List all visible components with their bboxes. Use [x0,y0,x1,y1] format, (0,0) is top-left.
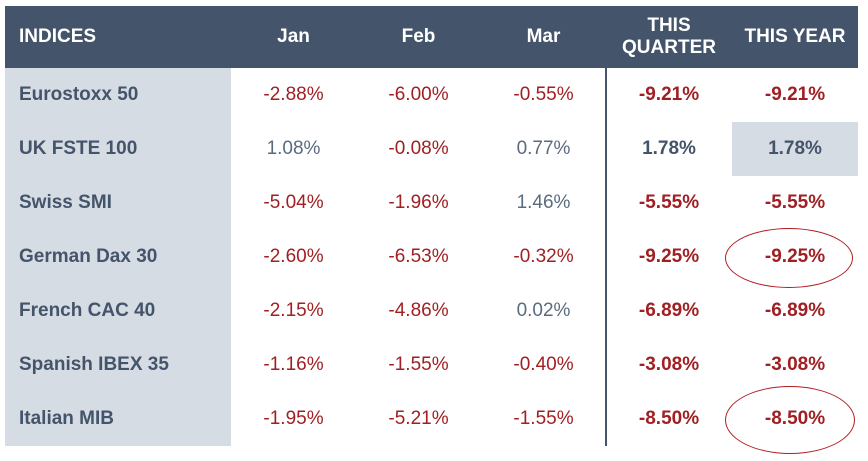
cell-year-highlighted: 1.78% [732,122,858,176]
cell-quarter: -5.55% [638,192,700,213]
table-row: Eurostoxx 50 -2.88% -6.00% -0.55% -9.21%… [5,68,858,122]
cell-mar: -1.55% [513,408,574,429]
index-name: Swiss SMI [5,176,231,230]
cell-quarter: 1.78% [642,138,696,159]
cell-mar: 1.46% [516,192,571,213]
cell-mar: 0.02% [516,300,571,321]
cell-jan: -2.15% [263,300,324,321]
index-name: Spanish IBEX 35 [5,338,231,392]
cell-jan: -1.16% [263,354,324,375]
cell-jan: -2.88% [263,84,324,105]
table-row: French CAC 40 -2.15% -4.86% 0.02% -6.89%… [5,284,858,338]
cell-quarter: -8.50% [638,408,700,429]
cell-mar: 0.77% [516,138,571,159]
cell-feb: -6.53% [388,246,449,267]
index-name: Italian MIB [5,392,231,446]
table-row: Swiss SMI -5.04% -1.96% 1.46% -5.55% -5.… [5,176,858,230]
cell-jan: 1.08% [266,138,321,159]
header-this-year: THIS YEAR [744,26,846,47]
cell-quarter: -9.25% [638,246,700,267]
cell-feb: -0.08% [388,138,449,159]
header-feb: Feb [401,26,436,47]
cell-mar: -0.55% [513,84,574,105]
cell-year: -3.08% [764,354,826,375]
header-mar: Mar [526,26,561,47]
cell-jan: -1.95% [263,408,324,429]
cell-mar: -0.32% [513,246,574,267]
cell-feb: -5.21% [388,408,449,429]
cell-feb: -1.96% [388,192,449,213]
cell-mar: -0.40% [513,354,574,375]
highlight-circle-mib [725,386,855,454]
cell-feb: -4.86% [388,300,449,321]
table-header: INDICES Jan Feb Mar THIS QUARTER THIS YE… [5,6,858,68]
index-name: UK FSTE 100 [5,122,231,176]
cell-year: -6.89% [764,300,826,321]
quarter-divider [605,68,607,446]
index-name: German Dax 30 [5,230,231,284]
cell-year: -5.55% [764,192,826,213]
index-name: French CAC 40 [5,284,231,338]
header-this-quarter: THIS QUARTER [622,15,716,58]
table-row: UK FSTE 100 1.08% -0.08% 0.77% 1.78% 1.7… [5,122,858,176]
cell-quarter: -9.21% [638,84,700,105]
cell-jan: -5.04% [263,192,324,213]
cell-feb: -6.00% [388,84,449,105]
cell-jan: -2.60% [263,246,324,267]
highlight-circle-dax [725,228,853,288]
table-row: Spanish IBEX 35 -1.16% -1.55% -0.40% -3.… [5,338,858,392]
cell-feb: -1.55% [388,354,449,375]
cell-year: -9.21% [764,84,826,105]
index-name: Eurostoxx 50 [5,68,231,122]
cell-quarter: -6.89% [638,300,700,321]
header-jan: Jan [277,26,310,47]
cell-quarter: -3.08% [638,354,700,375]
header-indices: INDICES [19,26,97,47]
